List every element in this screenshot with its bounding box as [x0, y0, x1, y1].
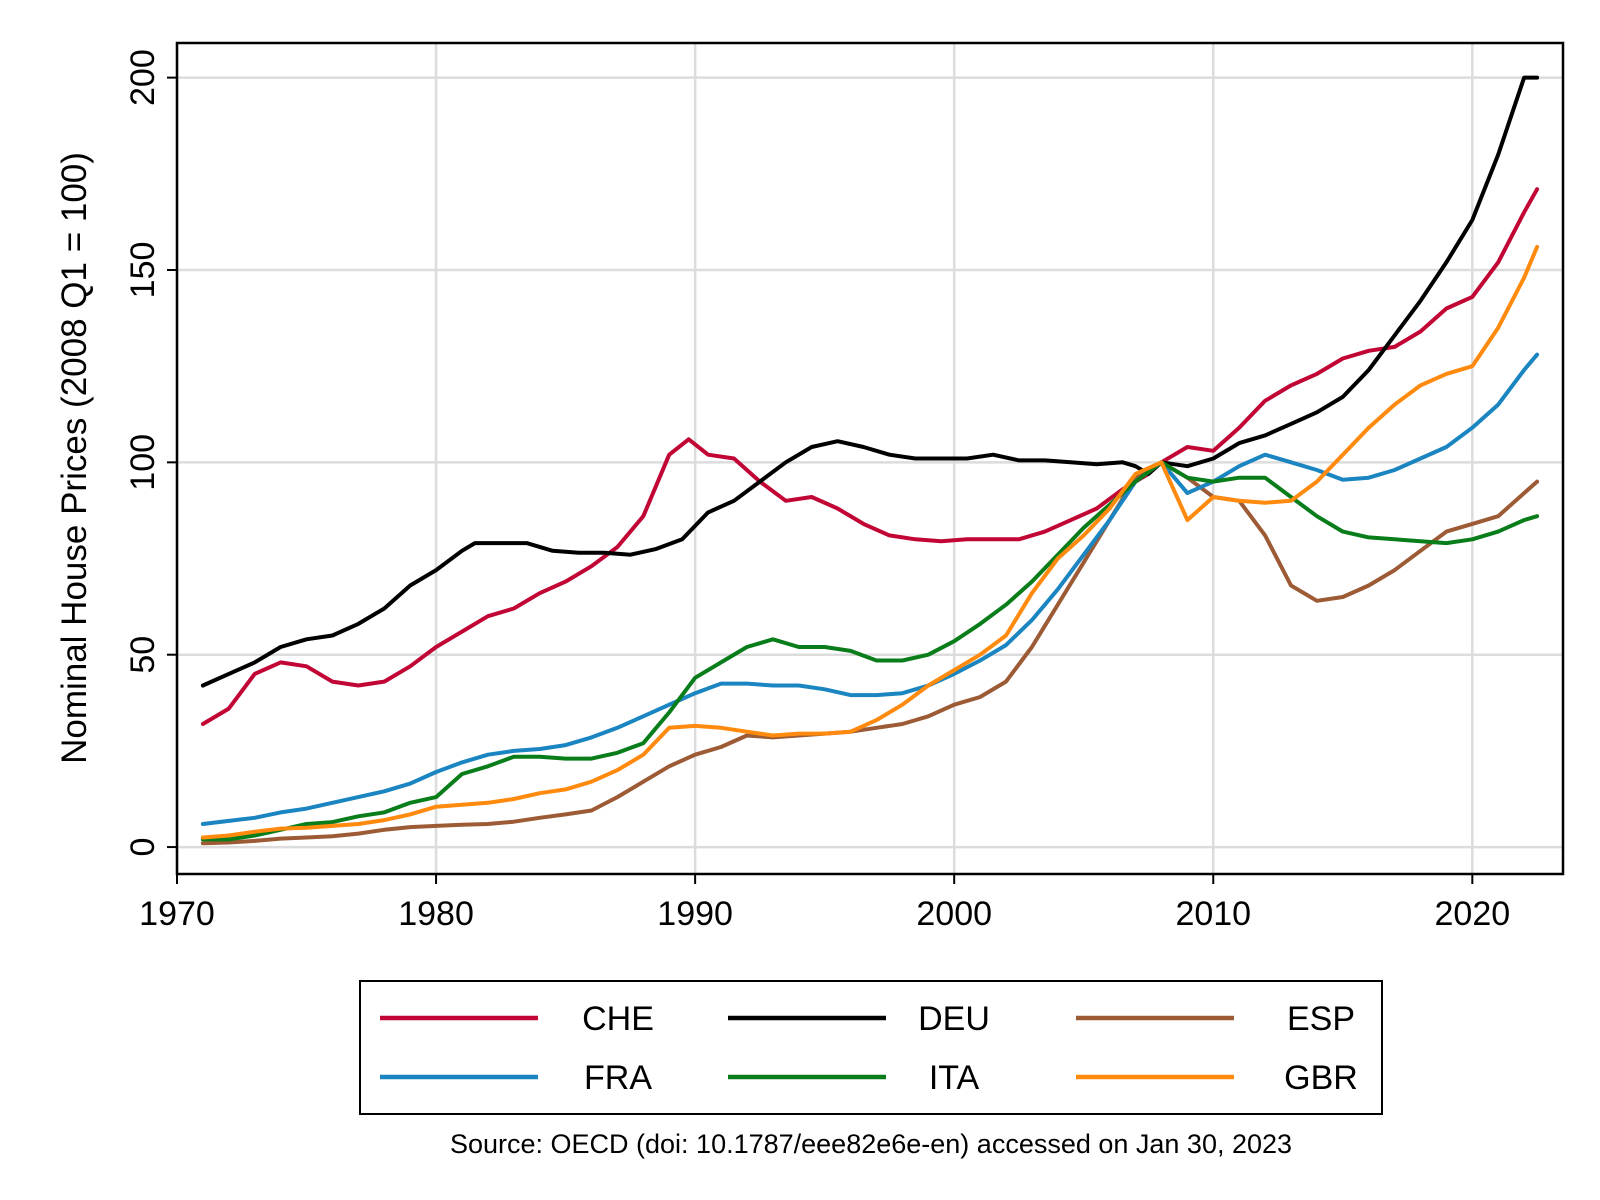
x-tick-label-2010: 2010	[1175, 895, 1251, 933]
series-line-deu	[200, 75, 1540, 688]
series-line-esp	[200, 460, 1540, 846]
y-tick-label-200: 200	[124, 49, 162, 106]
series-line-che	[200, 187, 1540, 726]
y-tick-label-150: 150	[124, 242, 162, 299]
legend-label-deu: DEU	[918, 1000, 990, 1038]
legend: CHE DEU ESP FRA ITA GBR	[359, 980, 1383, 1115]
x-tick-label-2000: 2000	[916, 895, 992, 933]
legend-label-fra: FRA	[584, 1059, 652, 1097]
y-axis: 0 50 100 150 200	[124, 49, 177, 857]
y-tick-label-100: 100	[124, 434, 162, 491]
x-tick-label-2020: 2020	[1435, 895, 1511, 933]
x-tick-label-1970: 1970	[139, 895, 215, 933]
series-line-gbr	[200, 244, 1540, 840]
x-tick-label-1980: 1980	[398, 895, 474, 933]
legend-label-esp: ESP	[1287, 1000, 1355, 1038]
legend-label-che: CHE	[582, 1000, 654, 1038]
gridlines	[175, 43, 1563, 874]
y-axis-title: Nominal House Prices (2008 Q1 = 100)	[55, 152, 94, 764]
legend-label-ita: ITA	[929, 1059, 980, 1097]
legend-label-gbr: GBR	[1284, 1059, 1358, 1097]
y-tick-label-0: 0	[124, 838, 162, 857]
x-tick-label-1990: 1990	[657, 895, 733, 933]
legend-frame	[359, 980, 1383, 1115]
y-tick-label-50: 50	[124, 636, 162, 674]
plot-frame	[175, 41, 1565, 876]
series-line-ita	[200, 460, 1540, 842]
x-axis: 1970 1980 1990 2000 2010 2020	[139, 874, 1510, 933]
source-note: Source: OECD (doi: 10.1787/eee82e6e-en) …	[450, 1129, 1292, 1159]
series-group	[200, 75, 1540, 846]
